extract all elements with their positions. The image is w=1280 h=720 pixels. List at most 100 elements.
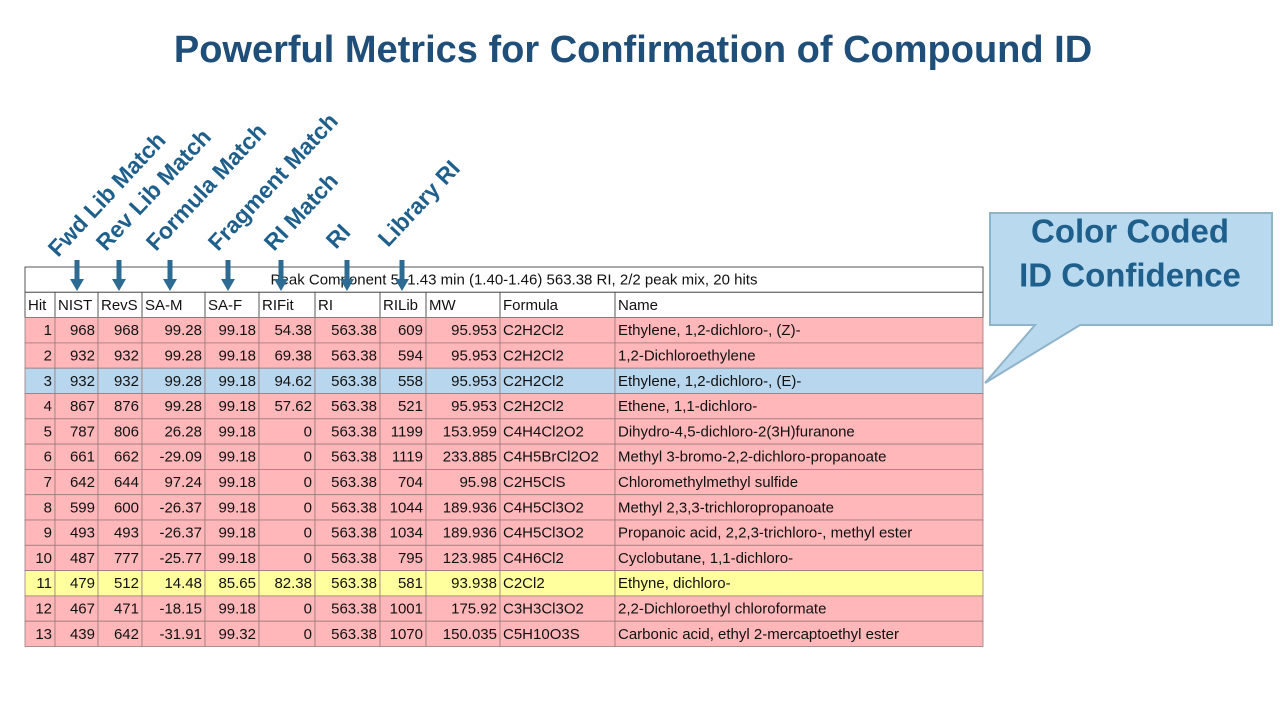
cell-text: C4H6Cl2 bbox=[503, 550, 564, 567]
cell-text: 8 bbox=[44, 499, 52, 516]
cell-text: 26.28 bbox=[164, 423, 202, 440]
table-cell bbox=[379, 317, 427, 344]
table-cell bbox=[379, 443, 427, 470]
table-cell bbox=[54, 418, 99, 445]
cell-text: 662 bbox=[114, 449, 139, 466]
table-cell bbox=[379, 393, 427, 420]
cell-text: 95.953 bbox=[451, 322, 497, 339]
cell-text: 563.38 bbox=[331, 601, 377, 618]
table-cell bbox=[614, 443, 984, 470]
table-cell bbox=[314, 418, 381, 445]
callout-bubble bbox=[984, 212, 1273, 384]
table-cell bbox=[314, 519, 381, 546]
table-cell bbox=[54, 595, 99, 622]
table-cell bbox=[97, 443, 143, 470]
cell-text: 99.18 bbox=[218, 348, 256, 365]
table-cell bbox=[314, 443, 381, 470]
table-cell bbox=[141, 367, 206, 394]
table-cell bbox=[379, 418, 427, 445]
cell-text: 0 bbox=[304, 626, 312, 643]
cell-text: 0 bbox=[304, 499, 312, 516]
cell-text: 95.98 bbox=[459, 474, 497, 491]
cell-text: C2H5ClS bbox=[503, 474, 566, 491]
arrow-head bbox=[70, 279, 84, 291]
cell-text: 968 bbox=[70, 322, 95, 339]
cell-text: 123.985 bbox=[443, 550, 497, 567]
table-cell bbox=[141, 494, 206, 521]
cell-text: 932 bbox=[114, 373, 139, 390]
cell-text: 867 bbox=[70, 398, 95, 415]
table-cell bbox=[499, 393, 616, 420]
cell-text: 558 bbox=[398, 373, 423, 390]
table-cell bbox=[379, 519, 427, 546]
table-cell bbox=[314, 317, 381, 344]
table-cell bbox=[425, 620, 501, 647]
arrow-shaft bbox=[399, 260, 405, 280]
column-header: Name bbox=[618, 297, 658, 314]
table-cell bbox=[379, 620, 427, 647]
cell-text: 0 bbox=[304, 550, 312, 567]
cell-text: 85.65 bbox=[218, 575, 256, 592]
cell-text: 153.959 bbox=[443, 423, 497, 440]
cell-text: 97.24 bbox=[164, 474, 202, 491]
table-cell bbox=[258, 519, 316, 546]
header-cell bbox=[54, 291, 99, 319]
arrow-head bbox=[340, 279, 354, 291]
table-cell bbox=[97, 367, 143, 394]
column-header: RevS bbox=[101, 297, 138, 314]
arrow-head bbox=[112, 279, 126, 291]
cell-text: Cyclobutane, 1,1-dichloro- bbox=[618, 550, 793, 567]
cell-text: 54.38 bbox=[274, 322, 312, 339]
cell-text: 99.32 bbox=[218, 626, 256, 643]
table-cell bbox=[425, 595, 501, 622]
cell-text: Methyl 2,3,3-trichloropropanoate bbox=[618, 499, 834, 516]
table-cell bbox=[24, 468, 56, 496]
table-cell bbox=[258, 620, 316, 647]
cell-text: 479 bbox=[70, 575, 95, 592]
table-cell bbox=[425, 468, 501, 496]
metric-label: Library RI bbox=[373, 155, 465, 251]
table-cell bbox=[614, 544, 984, 571]
table-cell bbox=[54, 317, 99, 344]
callout: Color Coded ID Confidence bbox=[984, 212, 1273, 384]
cell-text: Propanoic acid, 2,2,3-trichloro-, methyl… bbox=[618, 525, 912, 542]
cell-text: 0 bbox=[304, 601, 312, 618]
table-cell bbox=[314, 367, 381, 394]
table-cell bbox=[97, 620, 143, 647]
cell-text: 1034 bbox=[390, 525, 423, 542]
arrow-head bbox=[163, 279, 177, 291]
cell-text: 644 bbox=[114, 474, 139, 491]
cell-text: 563.38 bbox=[331, 398, 377, 415]
cell-text: 3 bbox=[44, 373, 52, 390]
cell-text: Carbonic acid, ethyl 2-mercaptoethyl est… bbox=[618, 626, 899, 643]
cell-text: 233.885 bbox=[443, 449, 497, 466]
table-cell bbox=[258, 393, 316, 420]
cell-text: -26.37 bbox=[159, 525, 202, 542]
cell-text: 795 bbox=[398, 550, 423, 567]
table-cell bbox=[614, 494, 984, 521]
column-header: NIST bbox=[58, 297, 92, 314]
cell-text: 99.18 bbox=[218, 550, 256, 567]
caption-cell bbox=[24, 266, 984, 293]
cell-text: -31.91 bbox=[159, 626, 202, 643]
table-cell bbox=[204, 367, 260, 394]
cell-text: 806 bbox=[114, 423, 139, 440]
table-cell bbox=[141, 519, 206, 546]
cell-text: C4H5BrCl2O2 bbox=[503, 449, 599, 466]
cell-text: 439 bbox=[70, 626, 95, 643]
table-cell bbox=[204, 342, 260, 369]
cell-text: 99.18 bbox=[218, 423, 256, 440]
cell-text: 99.18 bbox=[218, 474, 256, 491]
table-cell bbox=[54, 468, 99, 496]
cell-text: 599 bbox=[70, 499, 95, 516]
table-cell bbox=[54, 367, 99, 394]
table-cell bbox=[204, 468, 260, 496]
table-cell bbox=[54, 519, 99, 546]
arrow-shaft bbox=[116, 260, 122, 280]
cell-text: 563.38 bbox=[331, 322, 377, 339]
table-cell bbox=[614, 317, 984, 344]
cell-text: Ethene, 1,1-dichloro- bbox=[618, 398, 757, 415]
cell-text: 99.28 bbox=[164, 373, 202, 390]
table-cell bbox=[204, 393, 260, 420]
cell-text: Chloromethylmethyl sulfide bbox=[618, 474, 798, 491]
